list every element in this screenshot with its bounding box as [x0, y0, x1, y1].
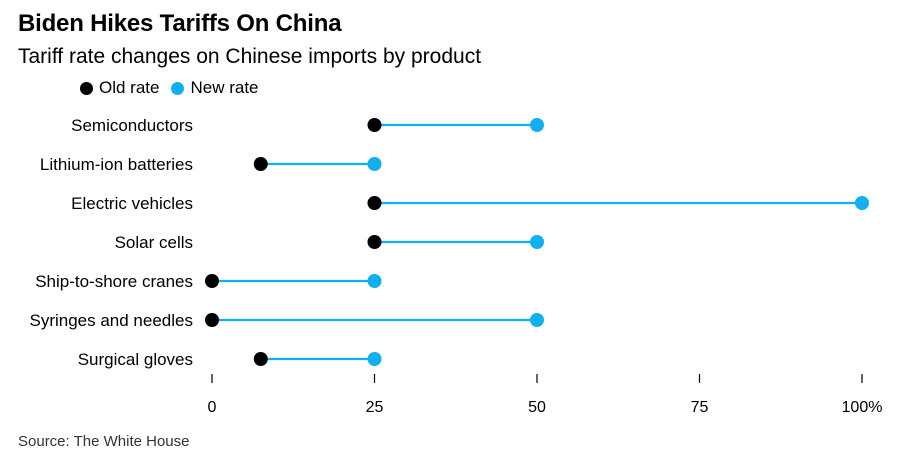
legend-item-old-rate: Old rate	[80, 78, 159, 98]
old-rate-point	[253, 157, 268, 171]
new-rate-point	[530, 235, 544, 249]
old-rate-point	[367, 118, 382, 132]
chart-subtitle: Tariff rate changes on Chinese imports b…	[18, 45, 482, 68]
x-tick-label: 75	[691, 399, 709, 416]
new-rate-point	[855, 196, 869, 210]
category-label: Solar cells	[115, 233, 193, 252]
x-tick-label: 0	[208, 399, 217, 416]
chart-title: Biden Hikes Tariffs On China	[18, 10, 342, 37]
legend-label-new-rate: New rate	[190, 78, 259, 97]
category-label: Lithium-ion batteries	[40, 155, 193, 174]
category-label: Surgical gloves	[78, 350, 193, 369]
legend: Old rate New rate	[80, 78, 271, 98]
category-label: Semiconductors	[71, 116, 193, 135]
x-tick-label: 50	[528, 399, 546, 416]
old-rate-point	[205, 274, 219, 288]
legend-marker-new-rate	[171, 81, 185, 95]
x-tick-label: 100%	[842, 399, 883, 416]
new-rate-point	[367, 352, 382, 366]
new-rate-point	[367, 274, 382, 288]
old-rate-point	[367, 196, 382, 210]
legend-marker-old-rate	[80, 81, 93, 95]
x-tick-label: 25	[366, 399, 384, 416]
category-label: Ship-to-shore cranes	[35, 272, 193, 291]
source-note: Source: The White House	[18, 433, 190, 450]
legend-item-new-rate: New rate	[171, 78, 259, 98]
old-rate-point	[205, 313, 219, 327]
old-rate-point	[253, 352, 268, 366]
category-label: Syringes and needles	[29, 311, 193, 330]
old-rate-point	[367, 235, 382, 249]
new-rate-point	[530, 313, 544, 327]
legend-label-old-rate: Old rate	[99, 78, 160, 97]
new-rate-point	[530, 118, 544, 132]
category-label: Electric vehicles	[71, 194, 193, 213]
new-rate-point	[367, 157, 382, 171]
